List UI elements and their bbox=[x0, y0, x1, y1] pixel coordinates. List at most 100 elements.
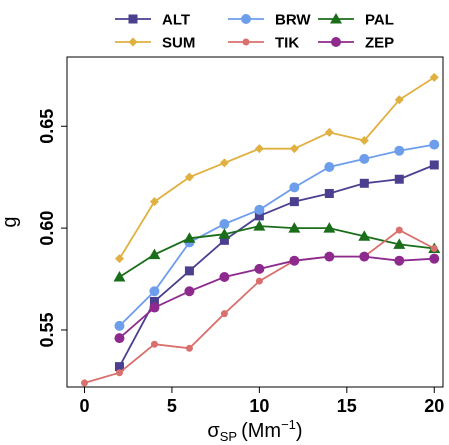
x-tick-label: 10 bbox=[249, 396, 269, 416]
data-point-brw bbox=[219, 219, 230, 230]
data-point-sum bbox=[394, 95, 404, 105]
legend-label-tik: TIK bbox=[275, 35, 299, 52]
series-line-sum bbox=[118, 76, 435, 260]
data-point-brw bbox=[254, 204, 265, 215]
data-point-brw bbox=[359, 153, 370, 164]
data-point-sum bbox=[324, 127, 334, 137]
x-axis-label-sub: SP bbox=[220, 429, 237, 444]
legend-label-zep: ZEP bbox=[365, 35, 394, 52]
data-point-alt bbox=[359, 178, 369, 188]
x-axis-label-unit: (Mm bbox=[241, 420, 281, 442]
legend-marker-alt bbox=[128, 14, 138, 24]
x-tick-label: 15 bbox=[337, 396, 357, 416]
data-point-sum bbox=[219, 158, 229, 168]
data-point-zep bbox=[219, 272, 230, 282]
series-brw bbox=[114, 139, 440, 331]
data-point-alt bbox=[149, 296, 159, 306]
data-point-alt bbox=[289, 197, 299, 207]
data-point-pal bbox=[218, 228, 231, 239]
y-axis: 0.55 0.60 0.65 bbox=[37, 109, 67, 347]
data-point-brw bbox=[394, 145, 405, 156]
data-point-tik bbox=[220, 310, 228, 318]
data-point-sum bbox=[254, 144, 264, 154]
series-line-brw bbox=[118, 143, 435, 327]
data-point-sum bbox=[359, 136, 369, 146]
legend-marker-zep bbox=[331, 37, 341, 47]
data-point-alt bbox=[114, 362, 124, 372]
y-tick-label: 0.60 bbox=[37, 211, 57, 246]
legend-label-pal: PAL bbox=[365, 12, 394, 29]
data-point-tik bbox=[395, 226, 403, 234]
legend-item-pal: PAL bbox=[318, 12, 394, 29]
series-line-alt bbox=[118, 164, 435, 368]
y-tick-label: 0.65 bbox=[37, 109, 57, 144]
series-zep bbox=[114, 251, 440, 344]
data-point-sum bbox=[184, 172, 194, 182]
data-point-zep bbox=[254, 263, 265, 274]
data-point-pal bbox=[323, 222, 336, 233]
x-axis-label: σSP (Mm−1) bbox=[207, 417, 302, 444]
series-pal bbox=[113, 220, 441, 282]
series-sum bbox=[114, 72, 439, 264]
data-point-pal bbox=[288, 222, 301, 233]
data-point-zep bbox=[394, 255, 405, 266]
data-point-brw bbox=[114, 320, 125, 331]
x-axis-label-unit-exp: −1 bbox=[281, 417, 296, 432]
data-point-zep bbox=[184, 286, 195, 297]
legend-item-brw: BRW bbox=[228, 12, 311, 29]
legend-marker-pal bbox=[330, 13, 342, 24]
data-point-alt bbox=[394, 174, 404, 184]
x-tick-label: 5 bbox=[167, 396, 177, 416]
legend-marker-tik bbox=[242, 38, 250, 46]
data-point-alt bbox=[324, 188, 334, 198]
data-point-zep bbox=[359, 251, 370, 262]
data-point-tik bbox=[255, 277, 263, 285]
y-axis-label: g bbox=[0, 216, 21, 227]
plot-frame bbox=[66, 56, 444, 388]
data-point-pal bbox=[393, 238, 406, 249]
data-point-pal bbox=[148, 248, 161, 260]
data-point-zep bbox=[149, 302, 160, 313]
series-line-pal bbox=[119, 225, 435, 278]
x-axis: 0 5 10 15 20 bbox=[79, 387, 444, 416]
legend-marker-sum bbox=[128, 37, 138, 47]
x-tick-label: 0 bbox=[79, 396, 89, 416]
data-point-zep bbox=[289, 255, 300, 266]
data-point-pal bbox=[183, 232, 196, 243]
legend: ALT BRW PAL SUM TIK ZEP bbox=[115, 12, 394, 52]
series-layer bbox=[80, 72, 441, 387]
series-line-zep bbox=[118, 255, 435, 339]
data-point-pal bbox=[358, 230, 371, 241]
legend-item-tik: TIK bbox=[228, 35, 299, 52]
data-point-alt bbox=[219, 235, 229, 245]
x-tick-label: 20 bbox=[424, 396, 444, 416]
legend-marker-brw bbox=[241, 14, 251, 24]
data-point-tik bbox=[430, 244, 438, 252]
legend-label-sum: SUM bbox=[162, 35, 195, 52]
x-axis-label-unit-close: ) bbox=[296, 420, 303, 442]
data-point-pal bbox=[253, 220, 266, 231]
data-point-tik bbox=[115, 369, 123, 377]
data-point-alt bbox=[254, 211, 264, 221]
data-point-brw bbox=[149, 286, 160, 297]
data-point-brw bbox=[324, 162, 335, 172]
legend-label-brw: BRW bbox=[275, 12, 311, 29]
x-axis-label-main: σ bbox=[207, 420, 220, 442]
series-alt bbox=[114, 160, 439, 372]
legend-item-sum: SUM bbox=[115, 35, 195, 52]
data-point-zep bbox=[429, 253, 440, 264]
data-point-brw bbox=[429, 139, 440, 150]
data-point-alt bbox=[429, 160, 439, 170]
legend-item-alt: ALT bbox=[115, 12, 190, 29]
y-tick-label: 0.55 bbox=[37, 312, 57, 347]
data-point-sum bbox=[149, 197, 159, 207]
data-point-tik bbox=[185, 344, 193, 352]
data-point-pal bbox=[113, 271, 126, 282]
data-point-alt bbox=[184, 266, 194, 276]
data-point-sum bbox=[429, 72, 439, 82]
legend-label-alt: ALT bbox=[162, 12, 190, 29]
data-point-zep bbox=[324, 251, 335, 262]
data-point-zep bbox=[114, 333, 125, 344]
series-tik bbox=[80, 226, 438, 387]
